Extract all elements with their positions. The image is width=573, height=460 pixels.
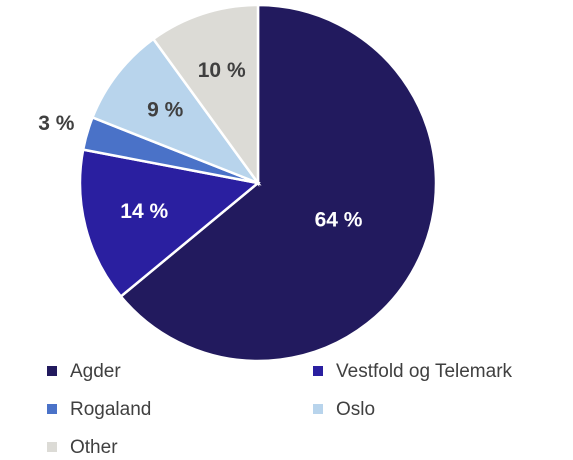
legend-label: Agder <box>70 361 121 382</box>
legend-label: Oslo <box>336 399 375 420</box>
legend-label: Other <box>70 437 118 458</box>
value-label: 64 % <box>315 208 363 231</box>
pie-slice <box>151 3 260 187</box>
value-label: 3 % <box>38 112 75 135</box>
legend-marker <box>47 404 57 414</box>
value-label: 9 % <box>147 99 184 122</box>
legend-label: Rogaland <box>70 399 151 420</box>
pie-slice <box>119 3 438 363</box>
value-label: 14 % <box>120 200 168 223</box>
legend-marker <box>313 366 323 376</box>
pie-slice <box>90 37 262 186</box>
legend-label: Vestfold og Telemark <box>336 361 513 382</box>
pie-slice <box>78 148 261 299</box>
legend-marker <box>47 366 57 376</box>
value-label: 10 % <box>198 59 246 82</box>
legend-marker <box>313 404 323 414</box>
legend-marker <box>47 442 57 452</box>
